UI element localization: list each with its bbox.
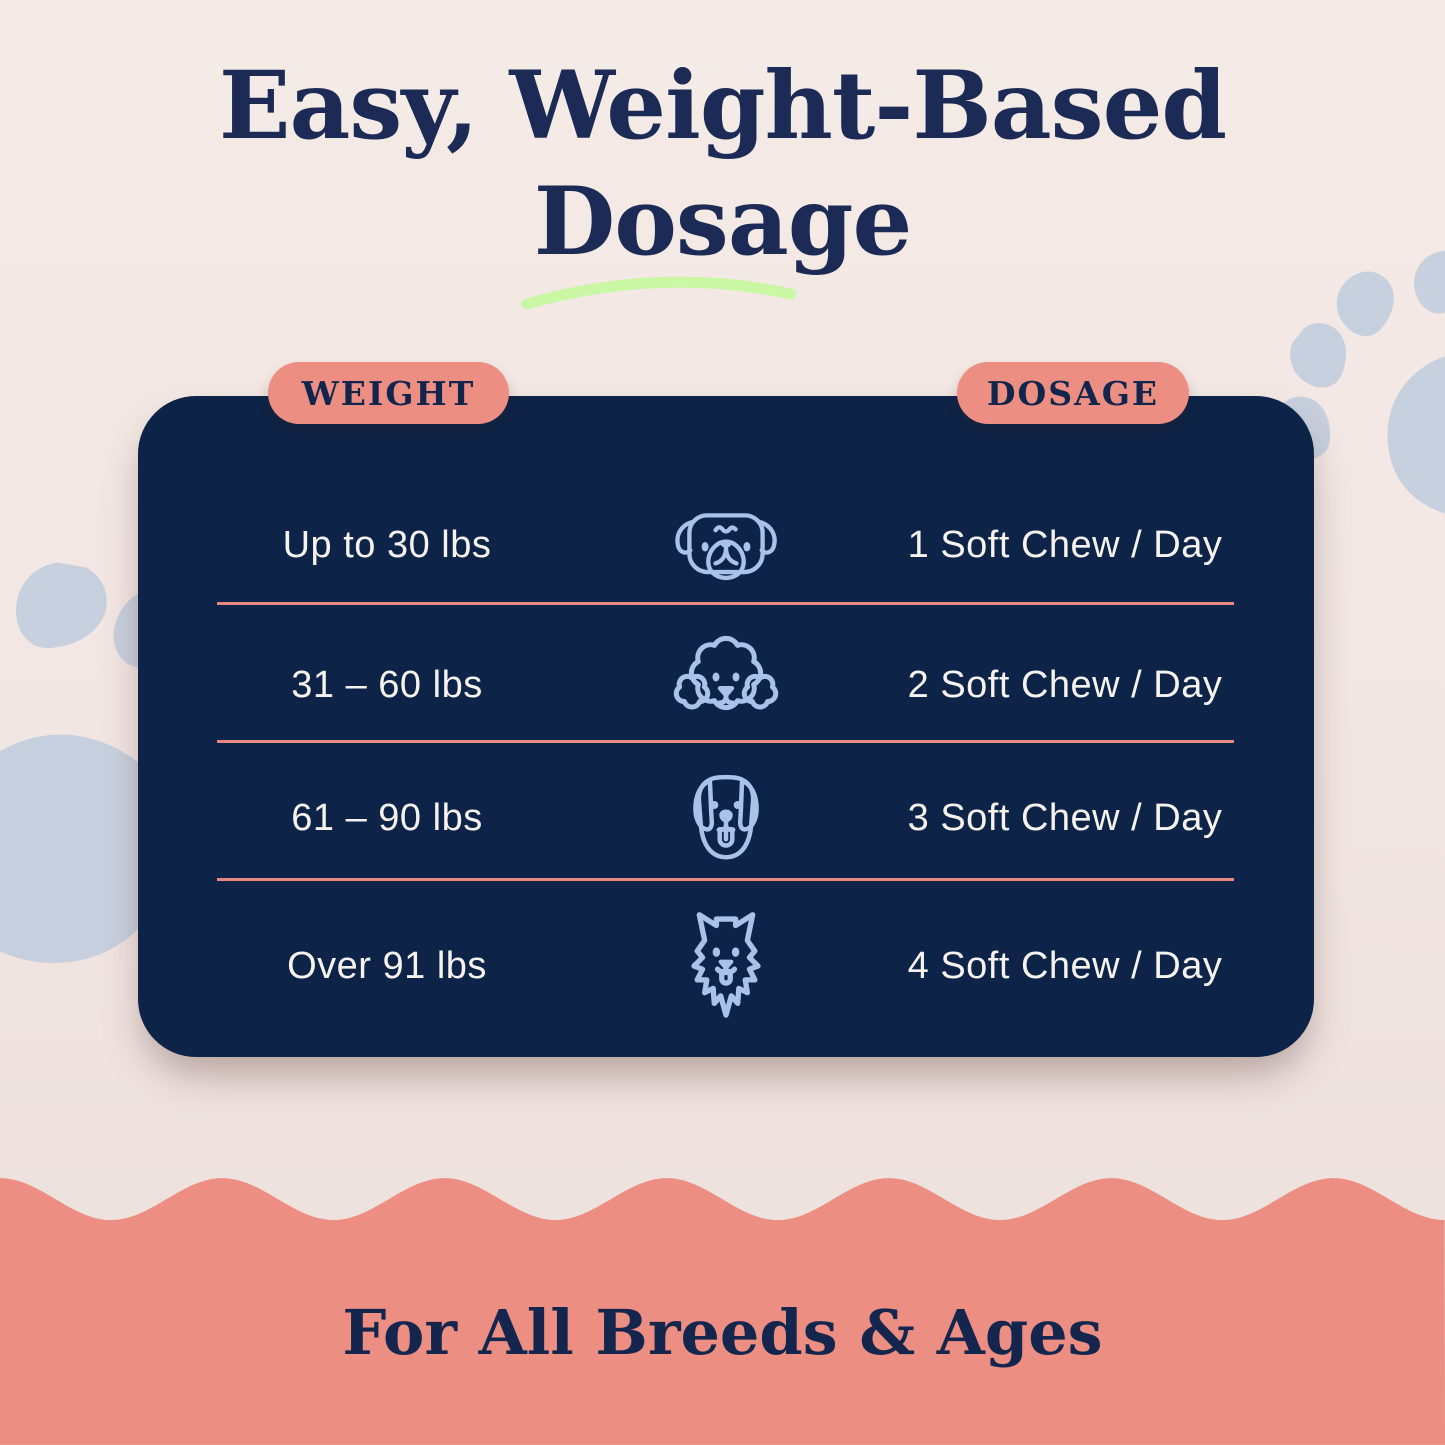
wave-footer-band [0,1178,1445,1445]
dosage-value: 2 Soft Chew / Day [907,663,1223,706]
poodle-face-icon [673,635,779,711]
dosage-value: 3 Soft Chew / Day [907,797,1223,839]
weight-value: 61 – 90 lbs [291,797,483,839]
table-row-61-90: 61 – 90 lbs 3 Soft Chew / Day [138,760,1314,870]
weight-column-header: WEIGHT [268,362,509,424]
dosage-column-header: DOSAGE [957,362,1189,424]
row-divider [217,740,1234,743]
weight-value: Up to 30 lbs [282,523,492,566]
page-title: Easy, Weight-Based Dosage [0,48,1445,280]
title-underline-accent [521,276,797,310]
weight-value: Over 91 lbs [287,944,487,987]
pomeranian-face-icon [691,912,761,1018]
table-row-up-to-30: Up to 30 lbs 1 Soft Chew / Day [138,490,1314,600]
page-title-line1: Easy, Weight-Based [218,51,1227,161]
table-row-31-60: 31 – 60 lbs 2 Soft Chew / Day [138,625,1314,735]
labrador-face-icon [693,774,759,860]
row-divider [217,878,1234,881]
pug-face-icon [675,513,777,581]
weight-value: 31 – 60 lbs [291,663,483,706]
table-row-over-91: Over 91 lbs 4 Soft Chew / Day [138,902,1314,1018]
dosage-header-label: DOSAGE [986,373,1160,413]
dosage-table-card: Up to 30 lbs 1 Soft Chew / Day 31 – 60 l… [138,396,1314,1057]
dosage-value: 1 Soft Chew / Day [907,523,1223,566]
weight-header-label: WEIGHT [301,373,476,413]
page-title-line2: Dosage [533,167,913,277]
dosage-value: 4 Soft Chew / Day [907,944,1223,987]
row-divider [217,602,1234,605]
footer-tagline: For All Breeds & Ages [342,1296,1103,1369]
